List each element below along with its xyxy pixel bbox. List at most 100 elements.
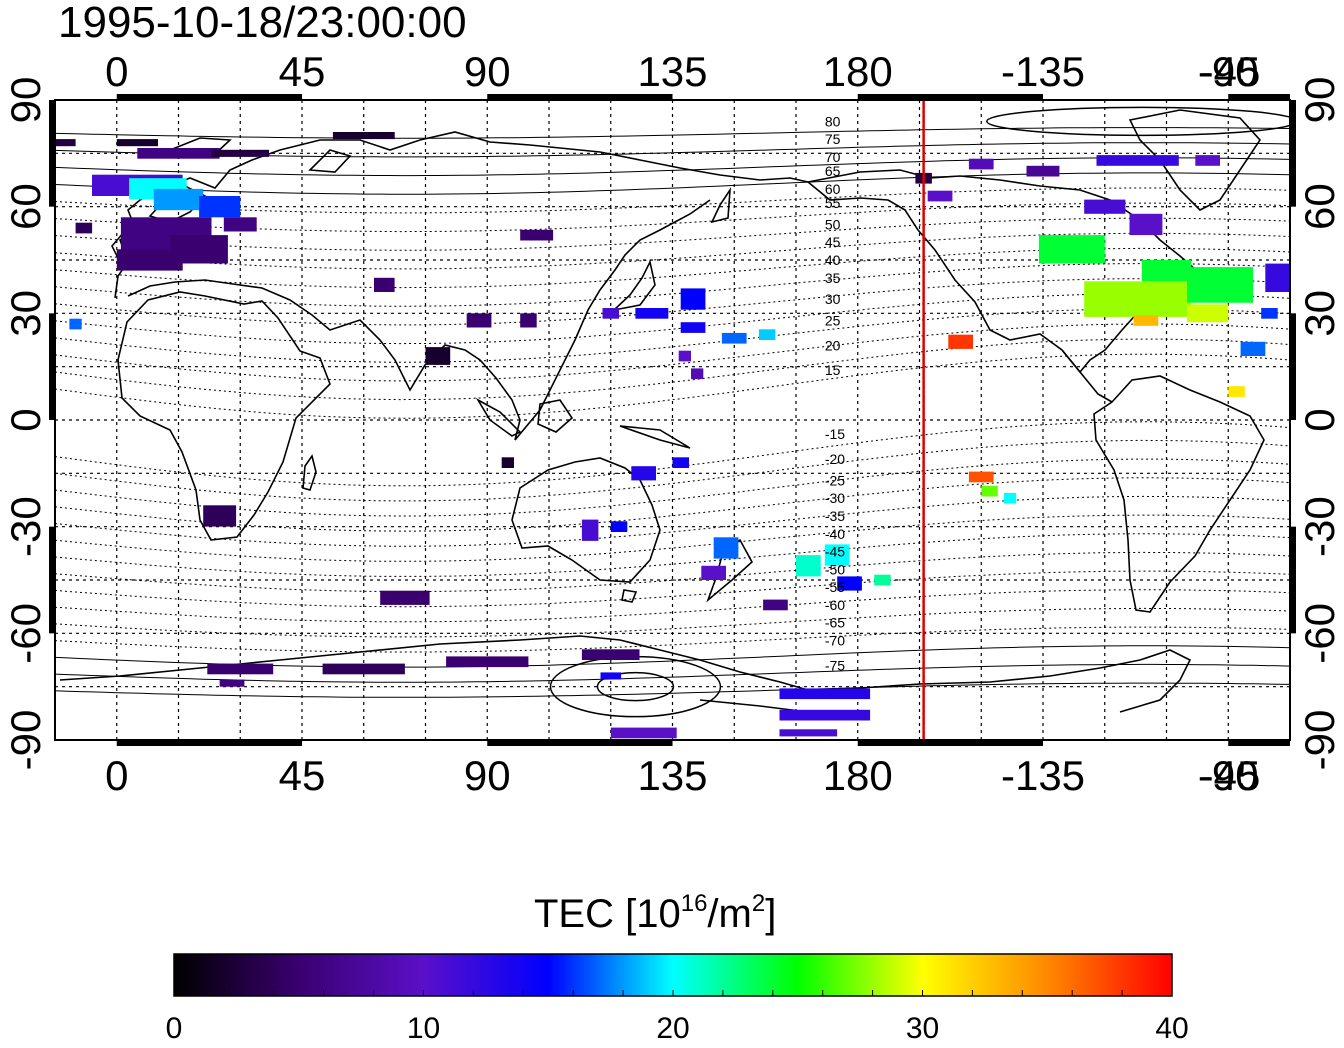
contour-label: 40 xyxy=(825,252,841,268)
frame-bar xyxy=(1290,100,1296,207)
lon-label-bottom: 0 xyxy=(105,752,128,799)
frame-bar xyxy=(857,740,1043,746)
tec-cell xyxy=(1026,165,1060,177)
contour-label: 60 xyxy=(825,181,841,197)
contour-label: -20 xyxy=(825,451,845,467)
contour-line xyxy=(55,293,1290,345)
lon-label-top: 0 xyxy=(105,48,128,95)
lon-label-top: -90 xyxy=(1198,48,1259,95)
lat-label-left: 90 xyxy=(2,77,49,124)
contour-line xyxy=(55,187,1290,214)
contour-label: 45 xyxy=(825,234,841,250)
right-latitude-labels: 90 60 30 0 -30 -60 -90 xyxy=(1296,77,1343,771)
tec-cell xyxy=(1187,267,1253,303)
contour-label: 55 xyxy=(825,195,841,211)
contour-line xyxy=(55,338,1290,401)
contour-line xyxy=(55,626,1290,653)
tec-cell xyxy=(153,188,204,211)
tec-cell xyxy=(981,485,998,497)
frame-bar xyxy=(116,94,302,100)
tec-cell xyxy=(207,663,274,675)
tec-cell xyxy=(1129,213,1163,236)
contour-label: 30 xyxy=(825,291,841,307)
tec-cell xyxy=(779,729,838,737)
tec-cell xyxy=(602,308,619,319)
contour-label: 35 xyxy=(825,270,841,286)
contour-label: 50 xyxy=(825,216,841,232)
tec-cell xyxy=(211,149,269,157)
contour-line xyxy=(55,458,1290,517)
lat-label-right: -60 xyxy=(1296,603,1343,664)
contour-line xyxy=(55,607,1290,638)
tec-cell xyxy=(874,574,891,586)
tec-cell xyxy=(1141,260,1192,282)
colorbar-title: TEC [1016/m2] xyxy=(534,890,777,936)
tec-cell xyxy=(796,555,821,577)
lon-label-top: -135 xyxy=(1001,48,1085,95)
left-latitude-labels: 90 60 30 0 -30 -60 -90 xyxy=(2,77,49,771)
colorbar-tick-label: 40 xyxy=(1155,1012,1189,1045)
contour-label: -70 xyxy=(825,632,845,648)
tec-cell xyxy=(332,132,395,140)
contour-label: -65 xyxy=(825,615,845,631)
contour-line xyxy=(55,663,1290,683)
lon-label-top: 90 xyxy=(464,48,511,95)
tec-cell xyxy=(837,576,862,591)
lat-label-left: 30 xyxy=(2,290,49,337)
tec-cell xyxy=(680,288,706,310)
contour-line xyxy=(55,217,1290,251)
tec-cell xyxy=(758,329,776,340)
colorbar-gradient xyxy=(173,953,1173,997)
lon-label-top: 135 xyxy=(637,48,707,95)
tec-cell xyxy=(824,544,850,566)
contour-ellipse xyxy=(986,106,1290,137)
colorbar-tick-marks xyxy=(173,990,1173,996)
contour-line xyxy=(55,533,1290,577)
map-title: 1995-10-18/23:00:00 xyxy=(58,0,467,47)
frame-bar xyxy=(1228,94,1290,100)
tec-cell xyxy=(116,139,158,147)
tec-cell xyxy=(1084,199,1126,214)
tec-cell xyxy=(610,727,677,739)
tec-cell xyxy=(1228,386,1245,397)
tec-cell xyxy=(779,688,871,700)
contour-line xyxy=(55,514,1290,562)
lat-label-right: -30 xyxy=(1296,496,1343,557)
tec-cell xyxy=(691,368,704,380)
tec-cell xyxy=(466,313,492,328)
tec-observations xyxy=(55,132,1319,739)
tec-cell xyxy=(55,139,76,147)
tec-cell xyxy=(1084,281,1192,317)
lat-label-left: 60 xyxy=(2,183,49,230)
contour-line xyxy=(55,308,1290,363)
contour-label: -25 xyxy=(825,472,845,488)
contour-line xyxy=(55,589,1290,623)
frame-bar xyxy=(49,100,55,207)
tec-cell xyxy=(701,565,726,580)
contour-label: 15 xyxy=(825,362,841,378)
contour-label: 25 xyxy=(825,312,841,328)
lon-label-top: 180 xyxy=(823,48,893,95)
frame-bar xyxy=(1290,526,1296,634)
tec-cell xyxy=(927,190,953,202)
lon-label-bottom: 180 xyxy=(823,752,893,799)
contour-label: -30 xyxy=(825,490,845,506)
tec-cell xyxy=(948,334,973,349)
frame-bar xyxy=(1228,740,1290,746)
tec-cell xyxy=(520,229,554,241)
contour-label: -55 xyxy=(825,579,845,595)
tec-cell xyxy=(1302,475,1319,486)
frame-bar xyxy=(49,526,55,634)
lat-label-right: 60 xyxy=(1296,183,1343,230)
tec-cell xyxy=(1240,341,1266,356)
lon-label-bottom: 90 xyxy=(464,752,511,799)
frame-bar xyxy=(1290,313,1296,420)
tec-cell xyxy=(137,148,220,159)
tec-cell xyxy=(170,235,228,264)
contour-label: 20 xyxy=(825,337,841,353)
tec-cell xyxy=(1261,308,1278,319)
contour-label: 75 xyxy=(825,131,841,147)
contour-label: -45 xyxy=(825,544,845,560)
tec-cell xyxy=(425,347,451,365)
contour-line xyxy=(55,263,1290,307)
